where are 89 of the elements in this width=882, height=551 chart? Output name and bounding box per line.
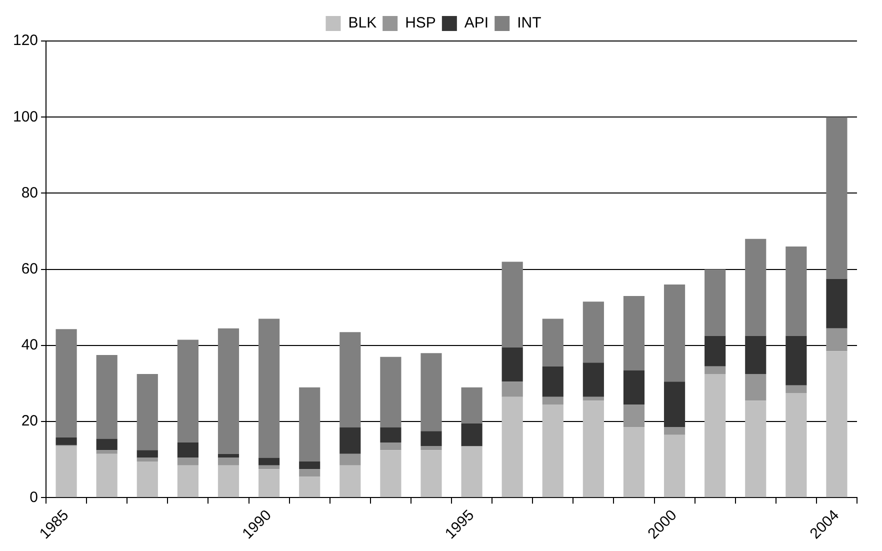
y-tick-label: 100 xyxy=(12,108,38,126)
y-tick-label: 20 xyxy=(21,412,38,430)
bar xyxy=(786,385,807,394)
bar xyxy=(299,462,320,470)
legend-label: API xyxy=(464,14,489,32)
bar xyxy=(299,469,320,477)
bar xyxy=(340,427,361,454)
bar xyxy=(542,404,564,498)
bar xyxy=(623,296,645,370)
bar xyxy=(380,356,402,428)
bar xyxy=(582,400,604,498)
bar xyxy=(502,262,523,348)
bar xyxy=(218,465,240,498)
bar xyxy=(461,387,482,424)
bar xyxy=(56,446,77,498)
bar xyxy=(258,458,280,466)
bar xyxy=(258,318,280,458)
bar xyxy=(56,438,77,446)
bar xyxy=(542,396,564,404)
bar xyxy=(380,427,402,442)
y-tick-label: 40 xyxy=(21,336,38,354)
bar xyxy=(623,370,645,404)
bar xyxy=(826,278,848,328)
y-tick-label: 0 xyxy=(30,488,38,506)
bar xyxy=(380,450,402,498)
y-tick-label: 80 xyxy=(21,184,38,202)
bar xyxy=(623,404,645,428)
bar xyxy=(582,396,604,401)
bar xyxy=(56,329,77,438)
y-tick-label: 60 xyxy=(21,260,38,278)
bar xyxy=(664,284,686,382)
bar xyxy=(96,438,118,450)
bar xyxy=(96,450,118,454)
bar xyxy=(745,238,766,336)
bar xyxy=(340,454,361,466)
bar xyxy=(826,328,848,352)
bar xyxy=(340,332,361,428)
bar xyxy=(664,382,686,428)
bar xyxy=(745,374,766,401)
bar xyxy=(420,431,442,446)
bar xyxy=(177,458,198,466)
bar xyxy=(664,434,686,498)
legend-label: BLK xyxy=(348,14,377,32)
bar xyxy=(420,450,442,498)
bar xyxy=(136,462,158,498)
bar xyxy=(96,454,118,498)
bar xyxy=(786,393,807,498)
bar xyxy=(582,362,604,397)
bar xyxy=(299,476,320,498)
bar xyxy=(218,458,240,466)
bar xyxy=(299,387,320,462)
bar xyxy=(623,427,645,498)
bar xyxy=(218,328,240,454)
bar xyxy=(380,442,402,450)
bar xyxy=(745,400,766,498)
bar xyxy=(136,450,158,458)
bar xyxy=(704,269,726,336)
bar xyxy=(745,336,766,374)
bar xyxy=(136,374,158,450)
bar xyxy=(258,469,280,498)
bar xyxy=(704,374,726,498)
bar xyxy=(502,347,523,382)
bar xyxy=(704,366,726,374)
bar xyxy=(177,442,198,458)
bar xyxy=(218,454,240,458)
bar xyxy=(502,382,523,397)
bar xyxy=(340,465,361,498)
bar xyxy=(664,427,686,435)
bar xyxy=(420,446,442,450)
bar xyxy=(96,354,118,439)
legend-label: HSP xyxy=(405,14,436,32)
y-tick-label: 120 xyxy=(12,32,38,50)
bar xyxy=(786,336,807,386)
bar xyxy=(177,465,198,498)
bar xyxy=(177,340,198,442)
bar xyxy=(786,246,807,336)
bar xyxy=(136,458,158,462)
bar xyxy=(461,423,482,446)
bar xyxy=(826,351,848,498)
bar xyxy=(461,446,482,498)
bar xyxy=(420,353,442,432)
bar xyxy=(542,318,564,366)
bar xyxy=(502,396,523,498)
bar xyxy=(826,117,848,279)
bar xyxy=(542,366,564,397)
bar xyxy=(704,336,726,366)
bar xyxy=(258,465,280,470)
bar xyxy=(582,302,604,363)
legend-label: INT xyxy=(517,14,542,32)
